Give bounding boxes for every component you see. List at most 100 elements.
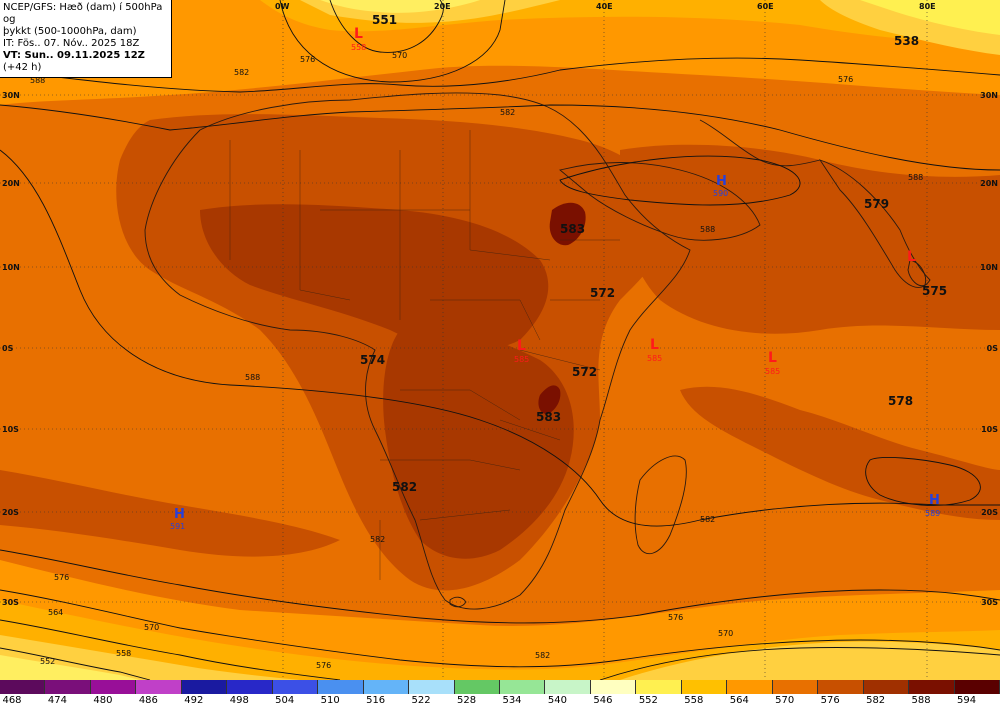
shading-552-north [320, 0, 480, 13]
colorbar-level-label: 498 [229, 695, 249, 706]
low-letter: L [517, 338, 526, 354]
contour-label: 558 [116, 649, 131, 658]
thickness-map: 570 576 582 588 576 588 582 588 576 582 … [0, 0, 1000, 680]
colorbar-swatch [636, 680, 682, 694]
low-center: L 558 [351, 26, 366, 52]
chart-info-box: NCEP/GFS: Hæð (dam) í 500hPa og þykkt (5… [0, 0, 172, 78]
colorbar-swatch [681, 680, 728, 694]
low-value: 585 [514, 355, 529, 364]
coastlines [144, 92, 931, 610]
contour-label: 588 [700, 225, 715, 234]
contour-label: 588 [30, 76, 45, 85]
lat-label: 10S [981, 425, 998, 434]
colorbar-level-label: 564 [729, 695, 749, 706]
shading-594-tanzania [538, 385, 561, 415]
colorbar-level-label: 492 [184, 695, 204, 706]
high-center: H 590 [713, 174, 728, 198]
low-center: L 585 [647, 337, 662, 363]
shading-582-indian [680, 386, 1000, 520]
colorbar-swatch [90, 680, 137, 694]
colorbar-level-label: 522 [411, 695, 431, 706]
lat-label: 0S [2, 344, 14, 353]
lat-label: 20N [2, 179, 20, 188]
colorbar-level-label: 570 [775, 695, 795, 706]
colorbar-swatch [227, 680, 273, 694]
thickness-value: 551 [372, 13, 397, 27]
graticule [0, 0, 1000, 680]
contour-label: 588 [908, 173, 923, 182]
lat-labels-right: 30N 20N 10N 0S 10S 20S 30S [980, 91, 998, 607]
lat-label: 10N [980, 263, 998, 272]
lon-label: 40E [596, 2, 613, 11]
lat-label: 10S [2, 425, 19, 434]
lat-label: 20S [981, 508, 998, 517]
contour-label: 588 [245, 373, 260, 382]
colorbar-level-label: 540 [547, 695, 567, 706]
colorbar-level-label: 546 [593, 695, 613, 706]
colorbar-level-label: 480 [93, 695, 113, 706]
lat-label: 0S [987, 344, 999, 353]
lon-label: 80E [919, 2, 936, 11]
colorbar-level-label: 552 [638, 695, 658, 706]
lat-label: 10N [2, 263, 20, 272]
colorbar-swatch [409, 680, 455, 694]
colorbar-level-label: 486 [138, 695, 158, 706]
lon-labels: 0W 20E 40E 60E 80E [275, 2, 936, 11]
shading-north-east-2 [860, 0, 1000, 35]
shading-582-arabia [620, 144, 1000, 334]
thickness-value: 572 [572, 365, 597, 379]
colorbar-level-label: 510 [320, 695, 340, 706]
low-letter: L [650, 337, 659, 353]
high-letter: H [174, 507, 185, 522]
contour-label: 570 [392, 51, 407, 60]
colorbar-level-label: 588 [911, 695, 931, 706]
shading-558-south-east [620, 641, 1000, 680]
lat-label: 30S [2, 598, 19, 607]
colorbar-swatch [772, 680, 819, 694]
colorbar-swatch [727, 680, 773, 694]
contour-label: 570 [718, 629, 733, 638]
contour-label: 576 [300, 55, 315, 64]
colorbar-swatch [909, 680, 955, 694]
contour-label: 564 [48, 608, 63, 617]
colorbar-swatch [318, 680, 364, 694]
valid-time-row: VT: Sun.. 09.11.2025 12Z (+42 h) [3, 50, 168, 74]
colorbar-level-label: 534 [502, 695, 522, 706]
colorbar-level-label: 558 [684, 695, 704, 706]
colorbar-level-label: 516 [366, 695, 386, 706]
thickness-value: 574 [360, 353, 385, 367]
lat-label: 30N [2, 91, 20, 100]
thickness-value: 578 [888, 394, 913, 408]
high-value: 591 [170, 522, 185, 531]
colorbar-swatch [545, 680, 591, 694]
high-letter: H [929, 493, 940, 508]
high-center: H 591 [170, 507, 185, 531]
colorbar-level-label: 468 [2, 695, 22, 706]
country-borders [229, 130, 620, 580]
high-centers: H 590 H 591 H 589 [170, 174, 940, 531]
colorbar-swatch [863, 680, 910, 694]
thickness-value: 583 [560, 222, 585, 236]
high-letter: H [716, 174, 727, 189]
contour-label: 582 [535, 651, 550, 660]
colorbar-swatch [45, 680, 91, 694]
forecast-hour: (+42 h) [3, 62, 42, 73]
contour-label: 582 [500, 108, 515, 117]
contour-label: 576 [316, 661, 331, 670]
contour-label: 582 [234, 68, 249, 77]
lat-label: 20N [980, 179, 998, 188]
colorbar-swatch [363, 680, 410, 694]
lat-label: 20S [2, 508, 19, 517]
shading-588-sahara [200, 204, 549, 351]
low-letter: L [354, 26, 363, 42]
model-title: NCEP/GFS: Hæð (dam) í 500hPa og [3, 2, 163, 25]
thickness-value: 582 [392, 480, 417, 494]
colorbar-swatch [136, 680, 182, 694]
high-value: 589 [925, 509, 940, 518]
colorbar-swatch [954, 680, 1000, 694]
lon-label: 20E [434, 2, 451, 11]
colorbar-swatch [500, 680, 546, 694]
thickness-values: 551 538 583 579 572 575 574 572 583 578 … [360, 13, 947, 494]
low-value: 585 [647, 354, 662, 363]
thickness-value: 538 [894, 34, 919, 48]
